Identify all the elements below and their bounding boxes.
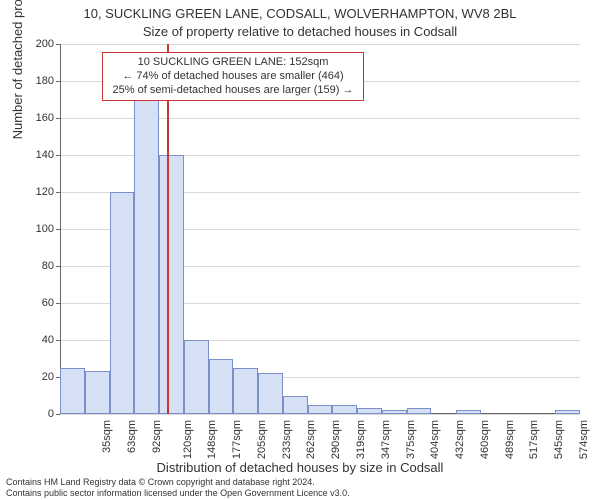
histogram-bar	[209, 359, 234, 415]
histogram-bar	[456, 410, 481, 414]
histogram-bar	[60, 368, 85, 414]
chart-container: { "layout": { "width": 600, "height": 50…	[0, 0, 600, 500]
histogram-bar	[407, 408, 432, 414]
x-tick-label: 375sqm	[405, 420, 417, 459]
y-tick-label: 20	[14, 371, 54, 383]
y-tick-mark	[56, 303, 60, 304]
annotation-line: ← 74% of detached houses are smaller (46…	[109, 70, 357, 84]
y-tick-mark	[56, 414, 60, 415]
y-tick-mark	[56, 81, 60, 82]
annotation-line: 25% of semi-detached houses are larger (…	[109, 84, 357, 98]
x-axis-label: Distribution of detached houses by size …	[0, 460, 600, 475]
x-tick-label: 120sqm	[182, 420, 194, 459]
histogram-bar	[308, 405, 333, 414]
x-tick-label: 290sqm	[330, 420, 342, 459]
x-tick-label: 517sqm	[528, 420, 540, 459]
y-tick-label: 60	[14, 297, 54, 309]
y-tick-label: 100	[14, 223, 54, 235]
y-tick-mark	[56, 155, 60, 156]
x-tick-label: 262sqm	[306, 420, 318, 459]
x-tick-label: 432sqm	[454, 420, 466, 459]
y-tick-mark	[56, 340, 60, 341]
y-tick-mark	[56, 229, 60, 230]
y-axis-label: Number of detached properties	[10, 0, 25, 139]
annotation-box: 10 SUCKLING GREEN LANE: 152sqm ← 74% of …	[102, 52, 364, 101]
x-tick-label: 63sqm	[126, 420, 138, 453]
histogram-bar	[110, 192, 135, 414]
histogram-bar	[555, 410, 580, 414]
x-tick-label: 177sqm	[231, 420, 243, 459]
x-tick-label: 92sqm	[151, 420, 163, 453]
histogram-bar	[357, 408, 382, 414]
y-tick-label: 140	[14, 149, 54, 161]
x-tick-label: 233sqm	[281, 420, 293, 459]
x-tick-label: 574sqm	[578, 420, 590, 459]
y-tick-mark	[56, 266, 60, 267]
footer-line: Contains HM Land Registry data © Crown c…	[6, 477, 350, 487]
histogram-bar	[85, 371, 110, 414]
histogram-bar	[283, 396, 308, 415]
footer-line: Contains public sector information licen…	[6, 488, 350, 498]
histogram-bar	[159, 155, 184, 414]
y-tick-label: 120	[14, 186, 54, 198]
histogram-bar	[184, 340, 209, 414]
chart-title-sub: Size of property relative to detached ho…	[0, 24, 600, 39]
x-tick-label: 489sqm	[504, 420, 516, 459]
y-tick-label: 80	[14, 260, 54, 272]
y-tick-mark	[56, 377, 60, 378]
x-tick-label: 404sqm	[429, 420, 441, 459]
histogram-bar	[382, 410, 407, 414]
y-tick-mark	[56, 118, 60, 119]
y-tick-label: 40	[14, 334, 54, 346]
histogram-bar	[258, 373, 283, 414]
y-tick-mark	[56, 44, 60, 45]
footer-attribution: Contains HM Land Registry data © Crown c…	[6, 477, 350, 498]
x-tick-label: 319sqm	[355, 420, 367, 459]
histogram-bar	[134, 85, 159, 414]
histogram-bar	[233, 368, 258, 414]
histogram-bar	[332, 405, 357, 414]
x-tick-label: 545sqm	[553, 420, 565, 459]
annotation-line: 10 SUCKLING GREEN LANE: 152sqm	[109, 56, 357, 70]
chart-title-main: 10, SUCKLING GREEN LANE, CODSALL, WOLVER…	[0, 6, 600, 21]
x-tick-label: 205sqm	[256, 420, 268, 459]
y-tick-mark	[56, 192, 60, 193]
x-tick-label: 35sqm	[101, 420, 113, 453]
x-tick-label: 148sqm	[207, 420, 219, 459]
gridline	[60, 414, 580, 415]
x-tick-label: 347sqm	[380, 420, 392, 459]
x-tick-label: 460sqm	[479, 420, 491, 459]
y-tick-label: 0	[14, 408, 54, 420]
